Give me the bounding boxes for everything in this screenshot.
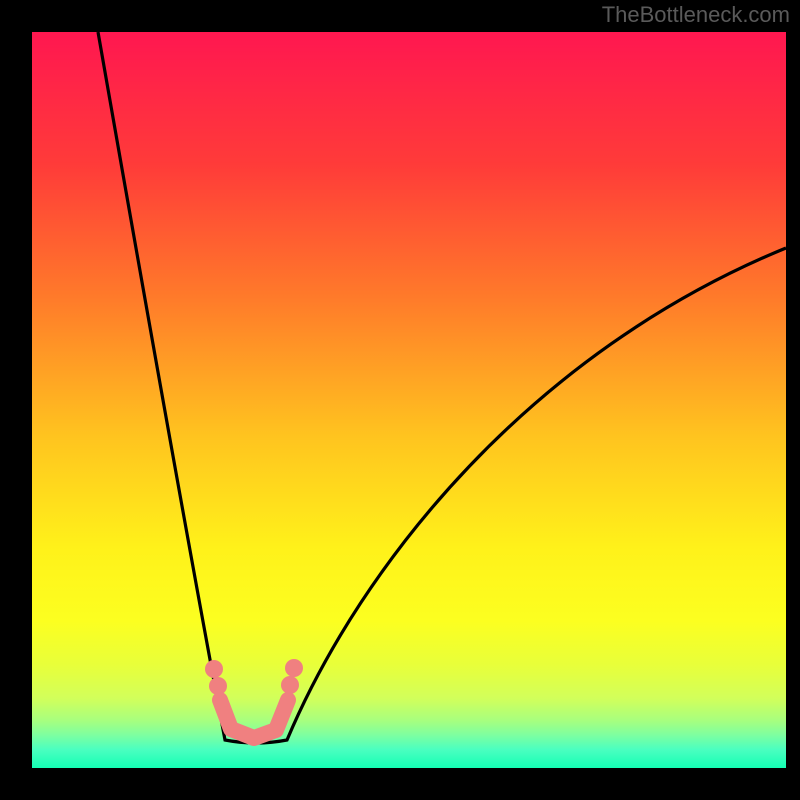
valley-marker-dot — [209, 677, 227, 695]
chart-plot-area — [32, 32, 786, 768]
valley-marker-dot — [281, 676, 299, 694]
bottleneck-curve-chart — [32, 32, 786, 768]
chart-gradient-background — [32, 32, 786, 768]
valley-marker-dot — [205, 660, 223, 678]
valley-marker-dot — [285, 659, 303, 677]
